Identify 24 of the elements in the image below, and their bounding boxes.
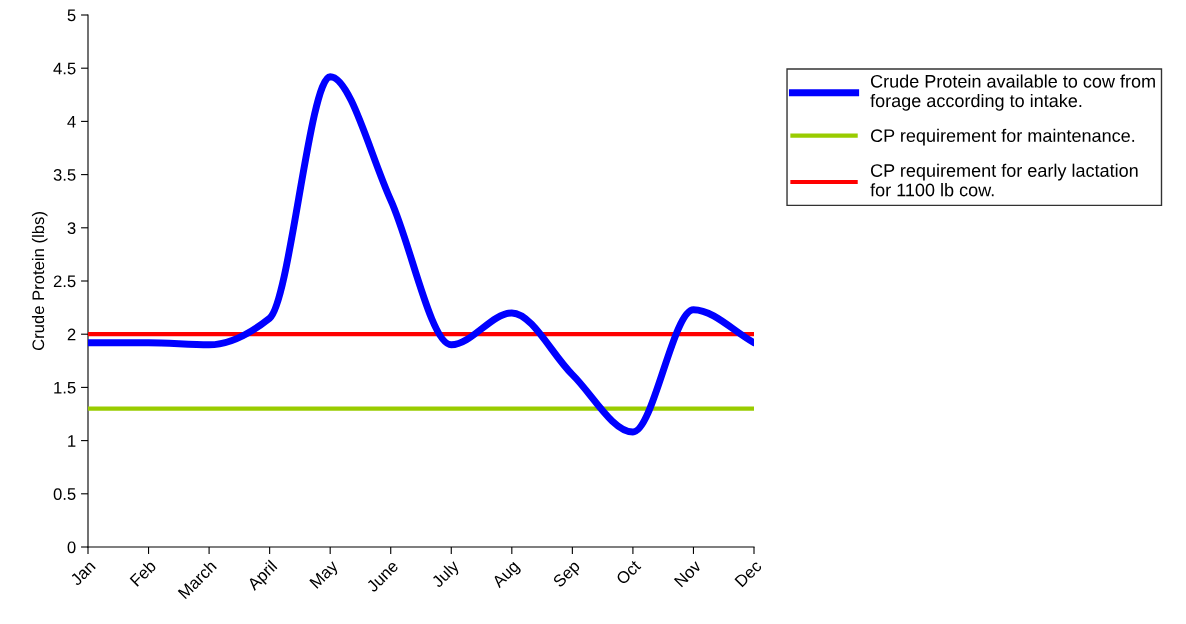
legend-label: Crude Protein available to cow from forage according to intake. [870, 74, 1155, 111]
x-tick-label: Sep [552, 559, 583, 591]
legend-label: CP requirement for maintenance. [871, 128, 1135, 146]
x-tick-label: Dec [734, 559, 763, 588]
y-tick-label: 4.5 [53, 62, 76, 75]
x-tick-label: Nov [673, 559, 703, 588]
y-tick-label: 0 [67, 541, 76, 554]
x-tick-label: Jan [69, 560, 96, 587]
y-tick-label: 0.5 [53, 488, 76, 500]
y-tick-label: 2.5 [53, 275, 76, 288]
y-tick-label: 5 [67, 9, 76, 22]
x-tick-label: May [309, 559, 342, 592]
y-tick-label: 4 [67, 115, 76, 128]
y-tick-label: 3.5 [53, 169, 76, 181]
x-tick-label: Feb [129, 559, 157, 587]
y-tick-label: 2 [67, 328, 76, 341]
x-tick-label: Oct [615, 559, 642, 586]
x-tick-label: Aug [491, 560, 523, 591]
x-tick-label: July [430, 558, 463, 591]
legend-label: CP requirement for early lactation for 1100 lb cow. [870, 163, 1138, 197]
y-tick-label: 3 [67, 222, 76, 234]
y-axis-title: Crude Protein (lbs) [31, 212, 48, 351]
y-tick-label: 1.5 [54, 381, 76, 394]
y-tick-label: 1 [68, 435, 76, 447]
